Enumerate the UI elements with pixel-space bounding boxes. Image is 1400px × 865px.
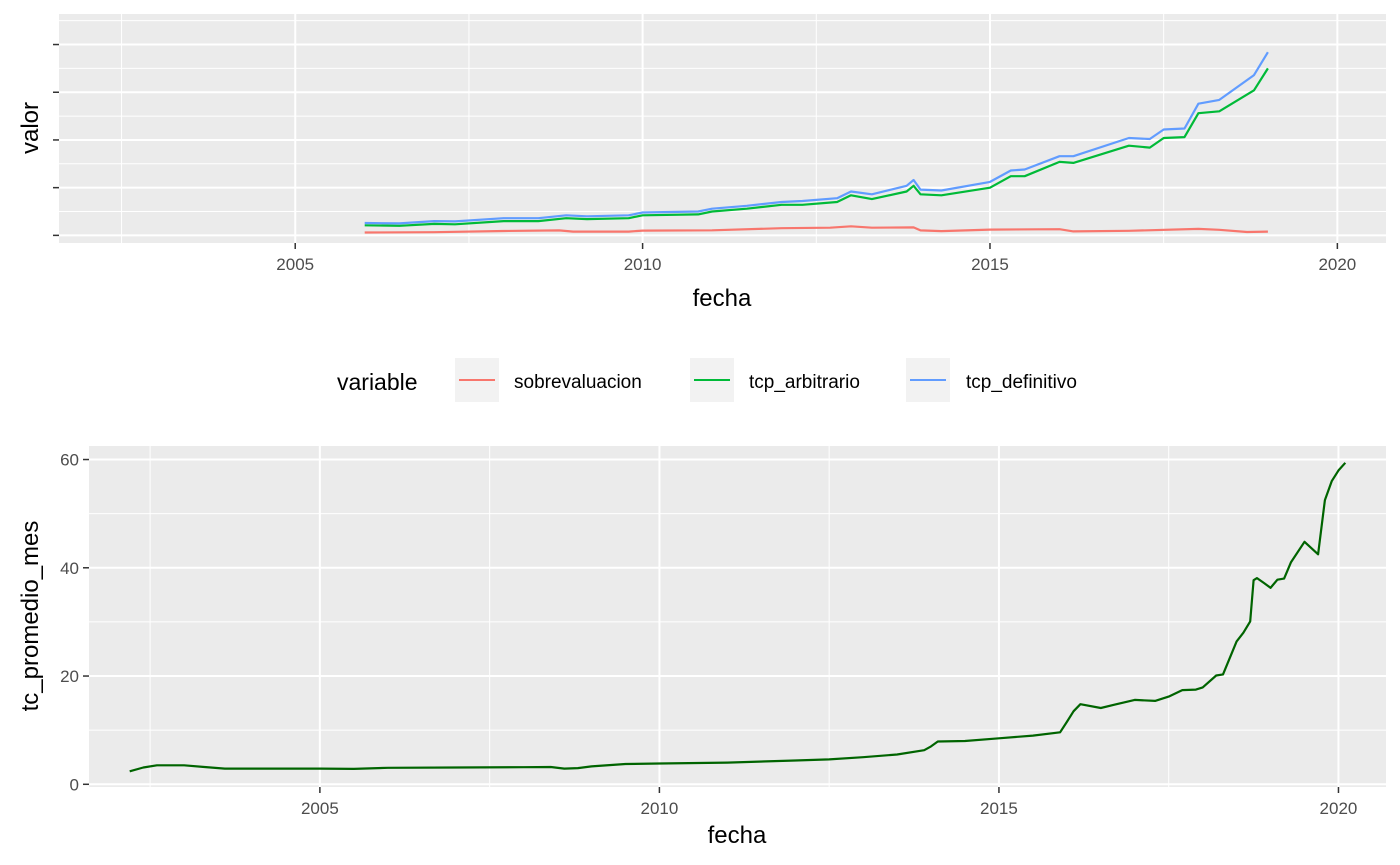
legend-item-tcp-definitivo: tcp_definitivo bbox=[906, 358, 1077, 402]
bottom-x-axis-title: fecha bbox=[708, 822, 767, 849]
bottom-x-ticks: 2005 2010 2015 2020 bbox=[301, 787, 1357, 818]
y-tick-label: 60 bbox=[60, 451, 79, 470]
legend-item-tcp-arbitrario: tcp_arbitrario bbox=[690, 358, 860, 402]
x-tick-label: 2010 bbox=[640, 799, 678, 818]
x-tick-label: 2005 bbox=[301, 799, 339, 818]
legend-title: variable bbox=[337, 369, 418, 395]
bottom-grid-major bbox=[89, 446, 1386, 787]
legend: variable sobrevaluacion tcp_arbitrario t… bbox=[337, 358, 1077, 402]
x-tick-label: 2010 bbox=[624, 255, 662, 274]
series-line-tcp-arbitrario bbox=[364, 67, 1269, 227]
bottom-grid-minor bbox=[89, 446, 1386, 787]
top-x-ticks: 2005 2010 2015 2020 bbox=[276, 243, 1356, 274]
x-tick-label: 2020 bbox=[1318, 255, 1356, 274]
top-grid-major bbox=[59, 14, 1386, 243]
series-line-sobrevaluacion bbox=[364, 225, 1268, 234]
x-tick-label: 2005 bbox=[276, 255, 314, 274]
top-chart: 2005 2010 2015 2020 fecha valor bbox=[17, 14, 1386, 312]
legend-item-sobrevaluacion: sobrevaluacion bbox=[455, 358, 642, 402]
top-grid-minor bbox=[59, 14, 1386, 243]
x-tick-label: 2015 bbox=[971, 255, 1009, 274]
bottom-series bbox=[129, 462, 1347, 773]
legend-label: tcp_definitivo bbox=[966, 372, 1077, 393]
series-line-tcp-definitivo bbox=[364, 51, 1269, 225]
x-tick-label: 2020 bbox=[1320, 799, 1358, 818]
series-line bbox=[129, 462, 1347, 773]
top-y-axis-title: valor bbox=[17, 102, 44, 154]
top-y-ticks bbox=[53, 43, 59, 237]
y-tick-label: 20 bbox=[60, 667, 79, 686]
bottom-y-ticks: 0 20 40 60 bbox=[60, 451, 89, 794]
legend-label: sobrevaluacion bbox=[514, 372, 642, 393]
x-tick-label: 2015 bbox=[980, 799, 1018, 818]
y-tick-label: 40 bbox=[60, 559, 79, 578]
legend-label: tcp_arbitrario bbox=[749, 372, 860, 393]
top-series bbox=[364, 51, 1269, 234]
y-tick-label: 0 bbox=[70, 775, 79, 794]
bottom-plot-panel bbox=[89, 446, 1386, 787]
top-x-axis-title: fecha bbox=[693, 285, 752, 312]
bottom-chart: 0 20 40 60 2005 2010 2015 2020 fecha tc_promed… bbox=[17, 446, 1386, 849]
bottom-y-axis-title: tc_promedio_mes bbox=[17, 521, 44, 712]
